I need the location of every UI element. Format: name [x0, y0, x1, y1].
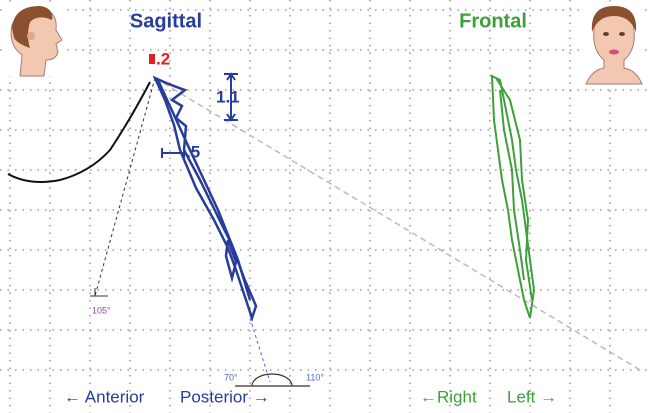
page: Sagittal Frontal .2 1.1 .5 105° 70° 110°…: [0, 0, 648, 413]
marker: [149, 54, 155, 64]
frontal-face-icon: [582, 4, 644, 84]
vertical-top-value: .2: [156, 49, 170, 68]
background: [0, 0, 648, 413]
vertical-range-value: 1.1: [216, 87, 240, 106]
direction-label: ← Anterior: [64, 387, 145, 406]
direction-label: Posterior →: [180, 387, 270, 406]
angle-label: 105°: [92, 305, 111, 315]
angle-label: 70°: [224, 372, 238, 382]
profile-face-icon: [4, 4, 66, 76]
angle-label: 110°: [306, 372, 324, 382]
sagittal-title: Sagittal: [130, 10, 202, 32]
direction-label: ←Right: [420, 387, 477, 406]
horizontal-range-value: .5: [186, 142, 200, 161]
frontal-title: Frontal: [459, 10, 527, 32]
direction-label: Left →: [507, 387, 557, 406]
jaw-tracking-diagram: Sagittal Frontal .2 1.1 .5 105° 70° 110°…: [0, 0, 648, 413]
